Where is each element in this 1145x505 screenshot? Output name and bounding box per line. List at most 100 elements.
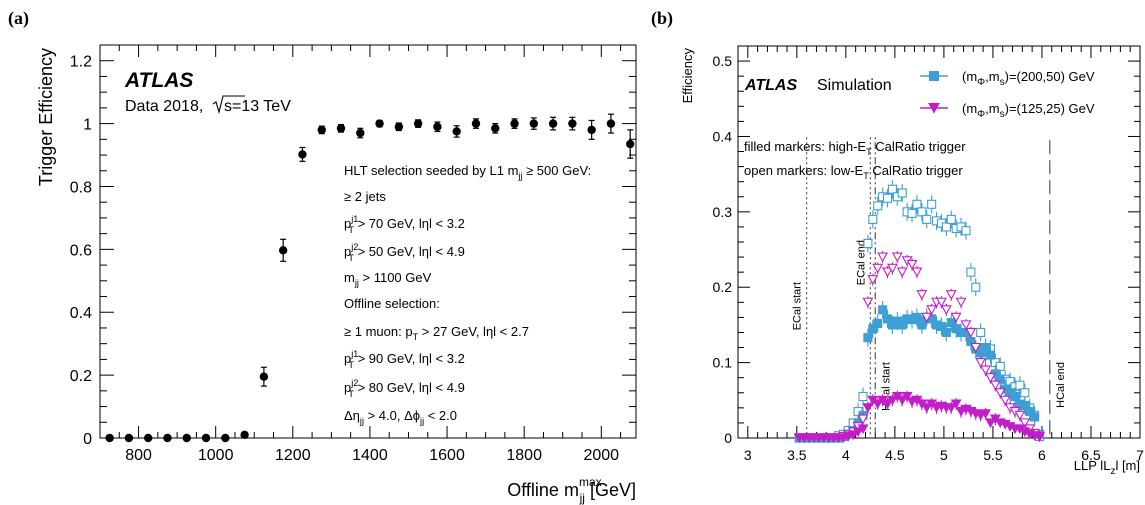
data-point-a: [105, 433, 114, 443]
data-point-b: [912, 312, 922, 322]
data-point-a: [356, 128, 365, 138]
data-point-b: [927, 199, 937, 209]
data-point-b: [906, 260, 918, 270]
data-point-b: [872, 263, 884, 274]
data-point-a: [259, 372, 269, 381]
region-label: ECal start: [792, 282, 804, 330]
data-point-a: [626, 139, 635, 149]
data-point-b: [994, 388, 1006, 398]
panel-b: (b) 3 3.5 4 4.5 5 5.5 6 6.5 7 0 0.1 0.2 0.3 0.4 0.5 Effi…: [651, 8, 1144, 477]
selection-line-a: pj1 T > 90 GeV, lηl < 3.2: [344, 349, 465, 370]
data-point-b: [976, 327, 986, 338]
legend-marker: [928, 70, 940, 82]
data-point-b: [852, 427, 864, 438]
data-point-b: [882, 399, 893, 410]
data-point-b: [873, 318, 883, 328]
data-point-a: [317, 125, 326, 135]
data-point-a: [336, 124, 346, 133]
x-tick-label-a: 800: [125, 447, 152, 464]
data-point-b: [862, 403, 874, 414]
data-point-a: [221, 433, 230, 443]
data-point-b: [1034, 432, 1045, 443]
data-point-b: [1010, 391, 1020, 402]
data-point-b: [946, 318, 956, 328]
data-point-b: [921, 312, 933, 323]
data-point-b: [921, 403, 933, 414]
data-point-a: [144, 433, 153, 443]
x-axis-label-b: LLP lLzl [m]: [1074, 458, 1140, 477]
y-tick-label-a: 0.6: [70, 242, 92, 259]
data-point-b: [847, 430, 859, 441]
data-point-b: [917, 320, 927, 330]
data-point-b: [878, 305, 888, 315]
data-point-b: [873, 201, 883, 211]
data-point-a: [491, 124, 500, 133]
data-point-b: [946, 214, 956, 224]
data-point-b: [999, 395, 1011, 406]
data-point-b: [897, 320, 907, 330]
data-point-b: [901, 391, 913, 402]
sqrt-label-a: s=13 TeV: [224, 98, 291, 115]
data-point-b: [868, 214, 878, 224]
panel-a: (a) 800 1000 1200 1400 1600 1800 2000 0 0.2 0.4 0.6…: [8, 8, 637, 505]
legend-marker: [928, 102, 940, 114]
data-point-b: [882, 314, 893, 324]
data-point-b: [912, 199, 922, 209]
data-point-b: [858, 391, 868, 402]
atlas-label-b: ATLAS: [744, 77, 797, 94]
x-tick-label-b: 4.5: [885, 447, 905, 463]
y-tick-label-b: 0.5: [713, 53, 733, 69]
data-point-b: [945, 403, 957, 414]
y-tick-label-a: 0.2: [70, 368, 92, 385]
data-point-a: [124, 433, 134, 443]
selection-line-a: pj1 T > 70 GeV, lηl < 3.2: [344, 214, 465, 235]
sim-label-b: Simulation: [817, 77, 892, 94]
data-point-b: [966, 267, 976, 277]
x-tick-label-a: 1800: [506, 447, 542, 464]
data-point-b: [980, 409, 992, 420]
region-label: HCal end: [1055, 362, 1067, 408]
data-point-b: [985, 350, 996, 360]
data-point-b: [922, 214, 932, 224]
data-point-b: [941, 222, 951, 232]
data-point-b: [867, 275, 879, 285]
panel-label-b: (b): [651, 8, 673, 29]
x-tick-label-b: 4: [842, 447, 850, 463]
data-point-b: [1020, 401, 1030, 411]
data-point-b: [896, 267, 908, 278]
y-tick-label-b: 0.1: [713, 355, 733, 371]
data-point-b: [868, 324, 878, 334]
data-point-a: [452, 127, 461, 136]
data-point-b: [985, 418, 996, 429]
data-point-b: [965, 327, 977, 338]
data-point-b: [911, 267, 923, 278]
data-point-b: [907, 208, 917, 218]
y-tick-label-a: 1.2: [70, 54, 92, 71]
atlas-label-a: ATLAS: [124, 69, 193, 92]
data-point-b: [950, 399, 962, 410]
legend-label: (mΦ,ms)=(125,25) GeV: [962, 101, 1095, 120]
y-tick-label-b: 0: [724, 430, 732, 446]
x-tick-label-b: 3.5: [787, 447, 807, 463]
data-point-b: [980, 365, 992, 376]
selection-line-a: mjj > 1100 GeV: [344, 270, 432, 288]
y-tick-label-b: 0.4: [713, 128, 733, 144]
data-point-a: [375, 119, 384, 128]
x-tick-label-b: 5: [940, 447, 948, 463]
data-point-a: [529, 119, 539, 128]
data-point-b: [1019, 418, 1031, 429]
data-point-b: [970, 342, 982, 353]
data-point-b: [961, 226, 971, 236]
note-filled: filled markers: high-ET CalRatio trigger: [744, 139, 966, 157]
data-point-b: [936, 321, 947, 331]
y-tick-label-a: 1: [83, 117, 92, 134]
x-tick-label-a: 1600: [429, 447, 465, 464]
data-point-b: [872, 399, 884, 410]
data-point-b: [1030, 412, 1040, 422]
legend-label: (mΦ,ms)=(200,50) GeV: [962, 69, 1095, 88]
data-point-b: [1014, 410, 1026, 421]
selection-line-a: pj2 T > 80 GeV, lηl < 4.9: [344, 378, 465, 399]
data-point-b: [936, 297, 947, 308]
data-point-b: [1020, 388, 1030, 398]
data-point-a: [510, 119, 519, 128]
